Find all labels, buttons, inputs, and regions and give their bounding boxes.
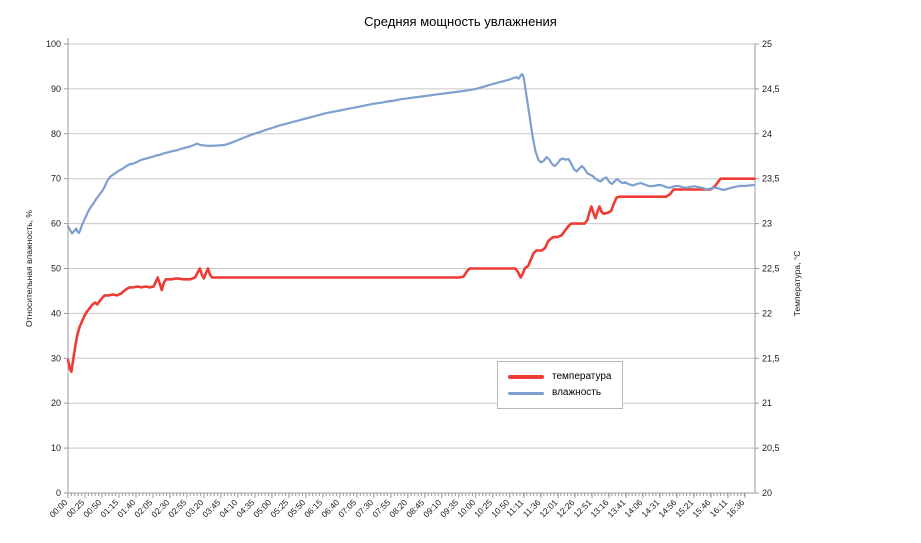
x-axis-tick-label: 05:50 (285, 497, 307, 519)
left-axis-tick-label: 70 (51, 174, 61, 184)
x-axis-tick-label: 09:10 (421, 497, 443, 519)
chart-legend: температура влажность (497, 361, 623, 409)
x-axis-tick-label: 02:05 (132, 497, 154, 519)
left-axis-tick-label: 10 (51, 443, 61, 453)
x-axis-tick-label: 12:26 (554, 497, 576, 519)
x-axis-tick-label: 06:15 (302, 497, 324, 519)
x-axis-tick-label: 14:06 (622, 497, 644, 519)
x-axis-tick-label: 09:35 (438, 497, 460, 519)
right-axis-tick-label: 23,5 (762, 174, 780, 184)
x-axis-tick-label: 02:55 (166, 497, 188, 519)
left-axis-title: Относительная влажность, % (24, 210, 34, 327)
right-axis-title: Температура, °С (792, 251, 802, 317)
left-axis-tick-label: 60 (51, 219, 61, 229)
x-axis-tick-label: 04:35 (234, 497, 256, 519)
x-axis-tick-label: 10:25 (472, 497, 494, 519)
x-axis-tick-label: 12:51 (571, 497, 593, 519)
right-axis-tick-label: 24,5 (762, 84, 780, 94)
left-axis-tick-label: 80 (51, 129, 61, 139)
x-axis-tick-label: 14:31 (639, 497, 661, 519)
x-axis-tick-label: 11:11 (504, 497, 525, 518)
right-axis-tick-label: 20,5 (762, 443, 780, 453)
left-axis-tick-label: 50 (51, 264, 61, 274)
x-axis-tick-label: 01:15 (98, 497, 120, 519)
x-axis-tick-label: 15:21 (673, 497, 695, 519)
humidity-line (66, 73, 756, 235)
legend-item-humidity: влажность (508, 388, 612, 398)
x-axis-tick-label: 05:25 (268, 497, 290, 519)
x-axis-tick-label: 12:01 (537, 497, 559, 519)
left-axis-tick-label: 30 (51, 353, 61, 363)
x-axis-tick-label: 16:36 (724, 497, 746, 519)
x-axis-tick-label: 00:50 (81, 497, 103, 519)
left-axis-tick-label: 100 (46, 39, 61, 49)
legend-label-temperature: температура (552, 371, 612, 382)
temperature-line-swatch (508, 375, 544, 379)
x-axis-tick-label: 00:25 (64, 497, 86, 519)
x-axis-tick-label: 10:00 (455, 497, 477, 519)
legend-item-temperature: температура (508, 372, 612, 382)
x-axis-tick-label: 01:40 (115, 497, 137, 519)
right-axis-tick-label: 21,5 (762, 353, 780, 363)
x-axis-tick-label: 02:30 (149, 497, 171, 519)
x-axis-tick-label: 04:10 (217, 497, 239, 519)
x-axis-tick-label: 14:56 (656, 497, 678, 519)
x-axis-tick-label: 07:30 (353, 497, 375, 519)
right-axis-tick-label: 21 (762, 398, 772, 408)
right-axis-tick-label: 25 (762, 39, 772, 49)
x-axis-tick-label: 03:20 (183, 497, 205, 519)
x-axis-tick-label: 07:55 (370, 497, 392, 519)
chart-title: Средняя мощность увлажнения (364, 14, 557, 29)
right-axis-tick-label: 22 (762, 308, 772, 318)
left-axis-tick-label: 90 (51, 84, 61, 94)
humidity-line-swatch (508, 391, 544, 395)
right-axis-tick-label: 22,5 (762, 264, 780, 274)
left-axis-tick-label: 40 (51, 308, 61, 318)
left-axis-tick-label: 20 (51, 398, 61, 408)
left-axis-tick-label: 0 (56, 488, 61, 498)
x-axis-tick-label: 00:00 (47, 497, 69, 519)
x-axis-tick-label: 07:05 (336, 497, 358, 519)
x-axis-tick-label: 13:41 (605, 497, 627, 519)
legend-label-humidity: влажность (552, 387, 602, 398)
x-axis-tick-label: 13:16 (588, 497, 610, 519)
x-axis-tick-label: 15:46 (690, 497, 712, 519)
right-axis-tick-label: 23 (762, 219, 772, 229)
x-axis-tick-label: 08:45 (404, 497, 426, 519)
right-axis-tick-label: 24 (762, 129, 772, 139)
x-axis-tick-label: 03:45 (200, 497, 222, 519)
x-axis-tick-label: 05:00 (251, 497, 273, 519)
x-axis-tick-label: 08:20 (387, 497, 409, 519)
temperature-line (66, 177, 756, 374)
x-axis-tick-label: 06:40 (319, 497, 341, 519)
right-axis-tick-label: 20 (762, 488, 772, 498)
